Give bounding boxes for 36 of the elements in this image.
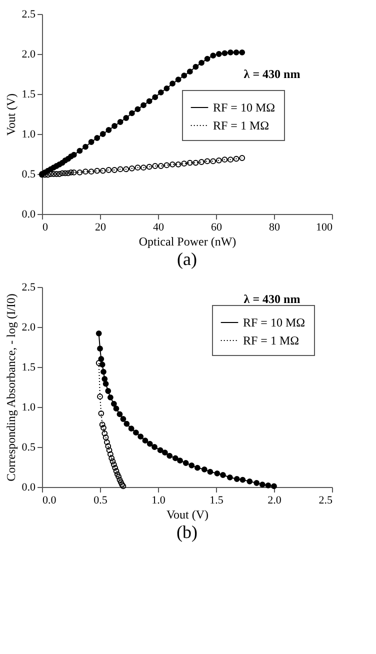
y-axis-title: Corresponding Absorbance, - log (I/I0) — [4, 294, 18, 482]
x-axis-title: Vout (V) — [166, 508, 209, 522]
y-tick-label: 2.0 — [22, 322, 36, 334]
x-tick-label: 2.5 — [318, 494, 333, 506]
x-tick-label: 1.5 — [210, 494, 224, 506]
y-tick-label: 1.0 — [22, 128, 36, 140]
x-tick-label: 80 — [269, 222, 280, 234]
y-tick-label: 1.0 — [22, 402, 36, 414]
legend-label: RF = 1 MΩ — [213, 118, 270, 132]
y-tick-label: 2.5 — [22, 282, 36, 294]
x-tick-label: 0.0 — [42, 494, 57, 506]
x-axis-title: Optical Power (nW) — [138, 234, 236, 248]
annotation: λ = 430 nm — [244, 292, 300, 306]
y-axis-title: Vout (V) — [4, 93, 18, 136]
x-tick-label: 60 — [211, 222, 222, 234]
y-tick-label: 0.5 — [22, 168, 36, 180]
legend-label: RF = 10 MΩ — [213, 100, 276, 114]
legend-label: RF = 10 MΩ — [243, 316, 306, 330]
y-tick-label: 0.5 — [22, 442, 36, 454]
x-tick-label: 20 — [95, 222, 106, 234]
y-tick-label: 0.0 — [22, 208, 36, 220]
x-tick-label: 1.0 — [152, 494, 166, 506]
annotation: λ = 430 nm — [244, 67, 300, 81]
text: (a) — [177, 249, 197, 269]
y-tick-label: 2.0 — [22, 48, 36, 60]
legend-label: RF = 1 MΩ — [243, 334, 300, 348]
y-tick-label: 1.5 — [22, 88, 36, 100]
y-tick-label: 2.5 — [22, 8, 36, 20]
x-tick-label: 0 — [42, 222, 48, 234]
y-tick-label: 1.5 — [22, 362, 36, 374]
x-tick-label: 100 — [316, 222, 333, 234]
x-tick-label: 0.5 — [94, 494, 108, 506]
x-tick-label: 40 — [153, 222, 164, 234]
x-tick-label: 2.0 — [268, 494, 282, 506]
y-tick-label: 0.0 — [22, 482, 36, 494]
text: (b) — [176, 522, 198, 542]
